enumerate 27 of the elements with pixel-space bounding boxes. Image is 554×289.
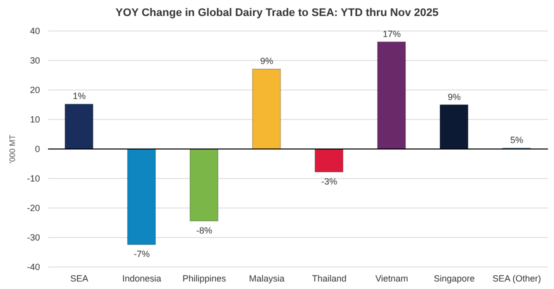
- annotation: -7%: [134, 248, 150, 259]
- x-tick-label: Malaysia: [248, 273, 285, 284]
- y-tick-label: 10: [30, 114, 40, 125]
- annotation: -3%: [321, 176, 338, 186]
- annotation: 5%: [510, 135, 524, 146]
- annotation: 9%: [260, 56, 274, 66]
- x-tick-label: SEA (Other): [492, 273, 542, 284]
- x-tick-label: Singapore: [434, 273, 475, 284]
- annotation: 17%: [382, 28, 401, 39]
- annotation: 9%: [448, 92, 461, 102]
- chart-title: YOY Change in Global Dairy Trade to SEA: YTD thru Nov 2025: [114, 6, 440, 21]
- x-tick-label: Philippines: [182, 273, 227, 284]
- x-tick-label: SEA: [70, 273, 88, 284]
- y-tick-label: 30: [30, 56, 40, 66]
- y-tick-label: 20: [30, 85, 40, 96]
- annotation: 1%: [72, 91, 86, 102]
- y-tick-label: -40: [26, 262, 40, 272]
- y-tick-label: -30: [26, 232, 40, 243]
- x-tick-label: Vietnam: [375, 273, 408, 284]
- y-tick-label: 0: [34, 144, 40, 154]
- annotation: -8%: [196, 225, 212, 236]
- y-tick-label: 40: [30, 26, 40, 36]
- x-tick-label: Indonesia: [122, 273, 162, 284]
- x-tick-label: Thailand: [312, 273, 347, 284]
- y-tick-label: -10: [26, 174, 40, 184]
- y-axis-title: '000 MT: [8, 134, 17, 164]
- y-tick-label: -20: [26, 203, 40, 214]
